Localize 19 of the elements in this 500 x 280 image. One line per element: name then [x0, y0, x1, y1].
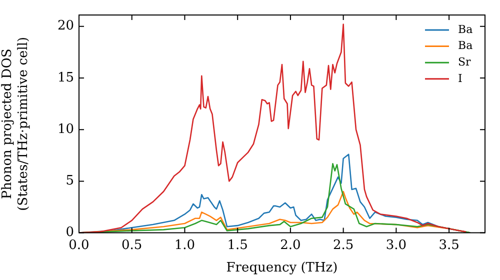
legend-label: Ba: [458, 22, 474, 36]
x-tick-label: 3.5: [438, 238, 460, 253]
x-axis-title: Frequency (THz): [226, 260, 338, 276]
y-axis-title: Phonon projected DOS (States/THz·primitive cell): [0, 36, 31, 211]
x-tick-label: 1.5: [227, 238, 248, 253]
y-tick-label: 20: [57, 18, 74, 34]
y-tick-label: 0: [66, 225, 74, 240]
x-tick-label: 2.5: [332, 238, 354, 253]
x-tick-label: 3.0: [386, 238, 407, 253]
legend-label: Ba: [458, 39, 474, 52]
y-tick-label: 15: [57, 70, 74, 86]
y-tick-label: 10: [57, 122, 74, 137]
legend-label: I: [458, 72, 462, 85]
x-tick-label: 0.0: [68, 238, 90, 253]
x-tick-label: 0.5: [122, 238, 142, 253]
x-tick-label: 1.0: [174, 238, 196, 253]
legend-label: Sr: [458, 55, 472, 68]
y-tick-label: 5: [66, 174, 74, 189]
x-tick-label: 2.0: [280, 238, 301, 253]
